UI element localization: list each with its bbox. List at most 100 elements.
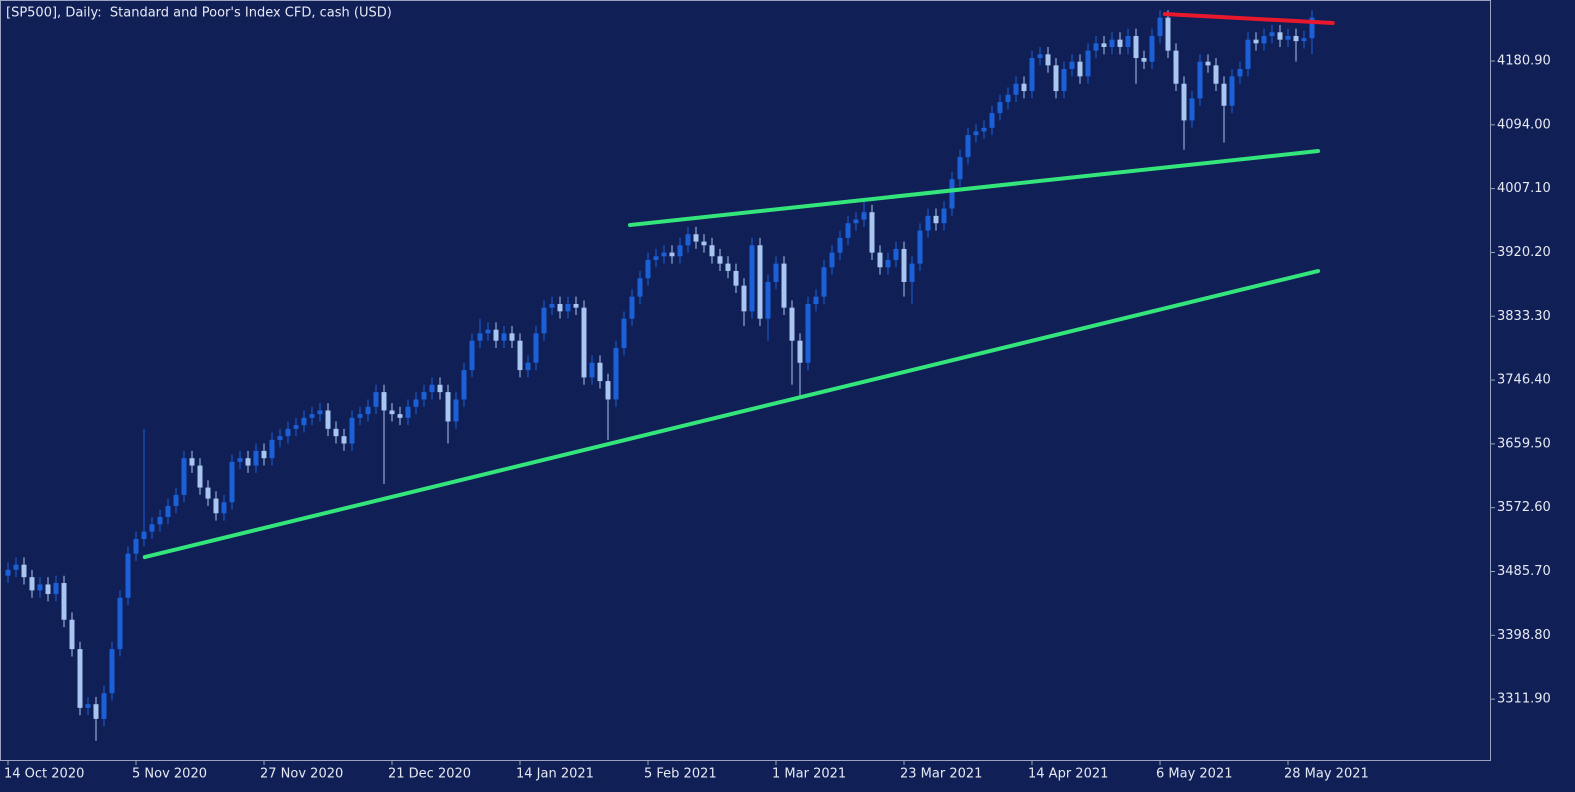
candle-body [333,428,339,437]
candle-body [1221,83,1227,106]
candle-body [821,267,827,297]
y-tick-label: 4094.00 [1497,117,1551,132]
y-tick-label: 3311.90 [1497,692,1551,707]
candle-body [853,219,859,224]
candle-body [1101,43,1107,47]
candle-body [397,414,403,418]
candle-body [1133,35,1139,59]
candle-body [1213,65,1219,84]
candle-body [149,524,155,532]
x-tick-label: 21 Dec 2020 [388,767,471,782]
candle-body [309,414,315,418]
candle-body [1053,65,1059,92]
x-tick-label: 28 May 2021 [1284,767,1369,782]
candle-body [909,263,915,282]
candle-body [893,248,899,260]
x-tick-label: 5 Feb 2021 [644,767,717,782]
candle-body [861,212,867,220]
x-tick-label: 14 Jan 2021 [516,767,594,782]
candle-body [1205,61,1211,66]
x-tick-label: 6 May 2021 [1156,767,1233,782]
candle-body [1181,83,1187,121]
candle-body [941,208,947,224]
candle-body [629,296,635,319]
candle-body [805,304,811,363]
candle-body [981,127,987,132]
candle-body [749,245,755,312]
x-tick-label: 5 Nov 2020 [132,767,207,782]
candle-body [1077,61,1083,77]
candle-body [1069,61,1075,70]
x-tick-label: 27 Nov 2020 [260,767,343,782]
candle-body [117,597,123,650]
candle-body [669,252,675,257]
candle-body [61,583,67,620]
candle-body [85,704,91,708]
candle-body [621,318,627,349]
candle-body [1197,61,1203,99]
candle-body [389,410,395,415]
x-tick-label: 23 Mar 2021 [900,767,982,782]
y-tick-label: 3833.30 [1497,309,1551,324]
candle-body [973,131,979,136]
candle-body [989,113,995,128]
candle-body [677,245,683,257]
candle-body [493,329,499,341]
y-tick-label: 4180.90 [1497,54,1551,69]
candle-body [765,281,771,319]
candle-body [1269,32,1275,36]
candle-body [477,333,483,341]
candle-body [1165,17,1171,51]
candle-body [1029,58,1035,92]
candle-body [1293,35,1299,42]
candle-body [381,392,387,411]
candle-body [1109,39,1115,47]
y-tick-label: 3659.50 [1497,436,1551,451]
candle-body [549,304,555,308]
x-tick-label: 14 Apr 2021 [1028,767,1108,782]
candle-body [637,278,643,297]
candle-body [5,569,11,576]
candle-body [797,340,803,363]
candle-body [485,329,491,334]
candle-body [661,252,667,257]
candle-body [205,487,211,499]
candle-body [1277,32,1283,40]
candle-body [965,135,971,158]
candle-body [701,241,707,246]
candle-body [429,384,435,393]
candle-body [1157,17,1163,36]
candle-body [837,237,843,253]
candle-body [1237,69,1243,77]
candle-body [1021,83,1027,92]
candle-body [997,102,1003,114]
trend-line [1162,12,1335,26]
candle-body [885,259,891,268]
candle-body [605,381,611,400]
trend-line [142,269,1320,560]
candle-body [461,370,467,400]
candle-body [1061,69,1067,92]
candle-body [573,304,579,308]
candle-body [717,256,723,264]
candle-body [101,693,107,719]
candle-body [957,157,963,180]
candle-body [917,230,923,264]
candle-body [301,417,307,426]
candle-body [405,406,411,418]
candle-body [173,494,179,506]
candle-body [1093,43,1099,51]
candle-body [157,516,163,525]
candle-body [13,564,19,570]
candle-body [869,212,875,253]
candle-body [125,553,131,598]
candle-body [261,450,267,459]
candle-body [1037,54,1043,59]
x-tick-label: 14 Oct 2020 [4,767,84,782]
candle-body [733,270,739,286]
candle-body [53,583,59,595]
candle-body [197,465,203,488]
candle-body [693,234,699,242]
